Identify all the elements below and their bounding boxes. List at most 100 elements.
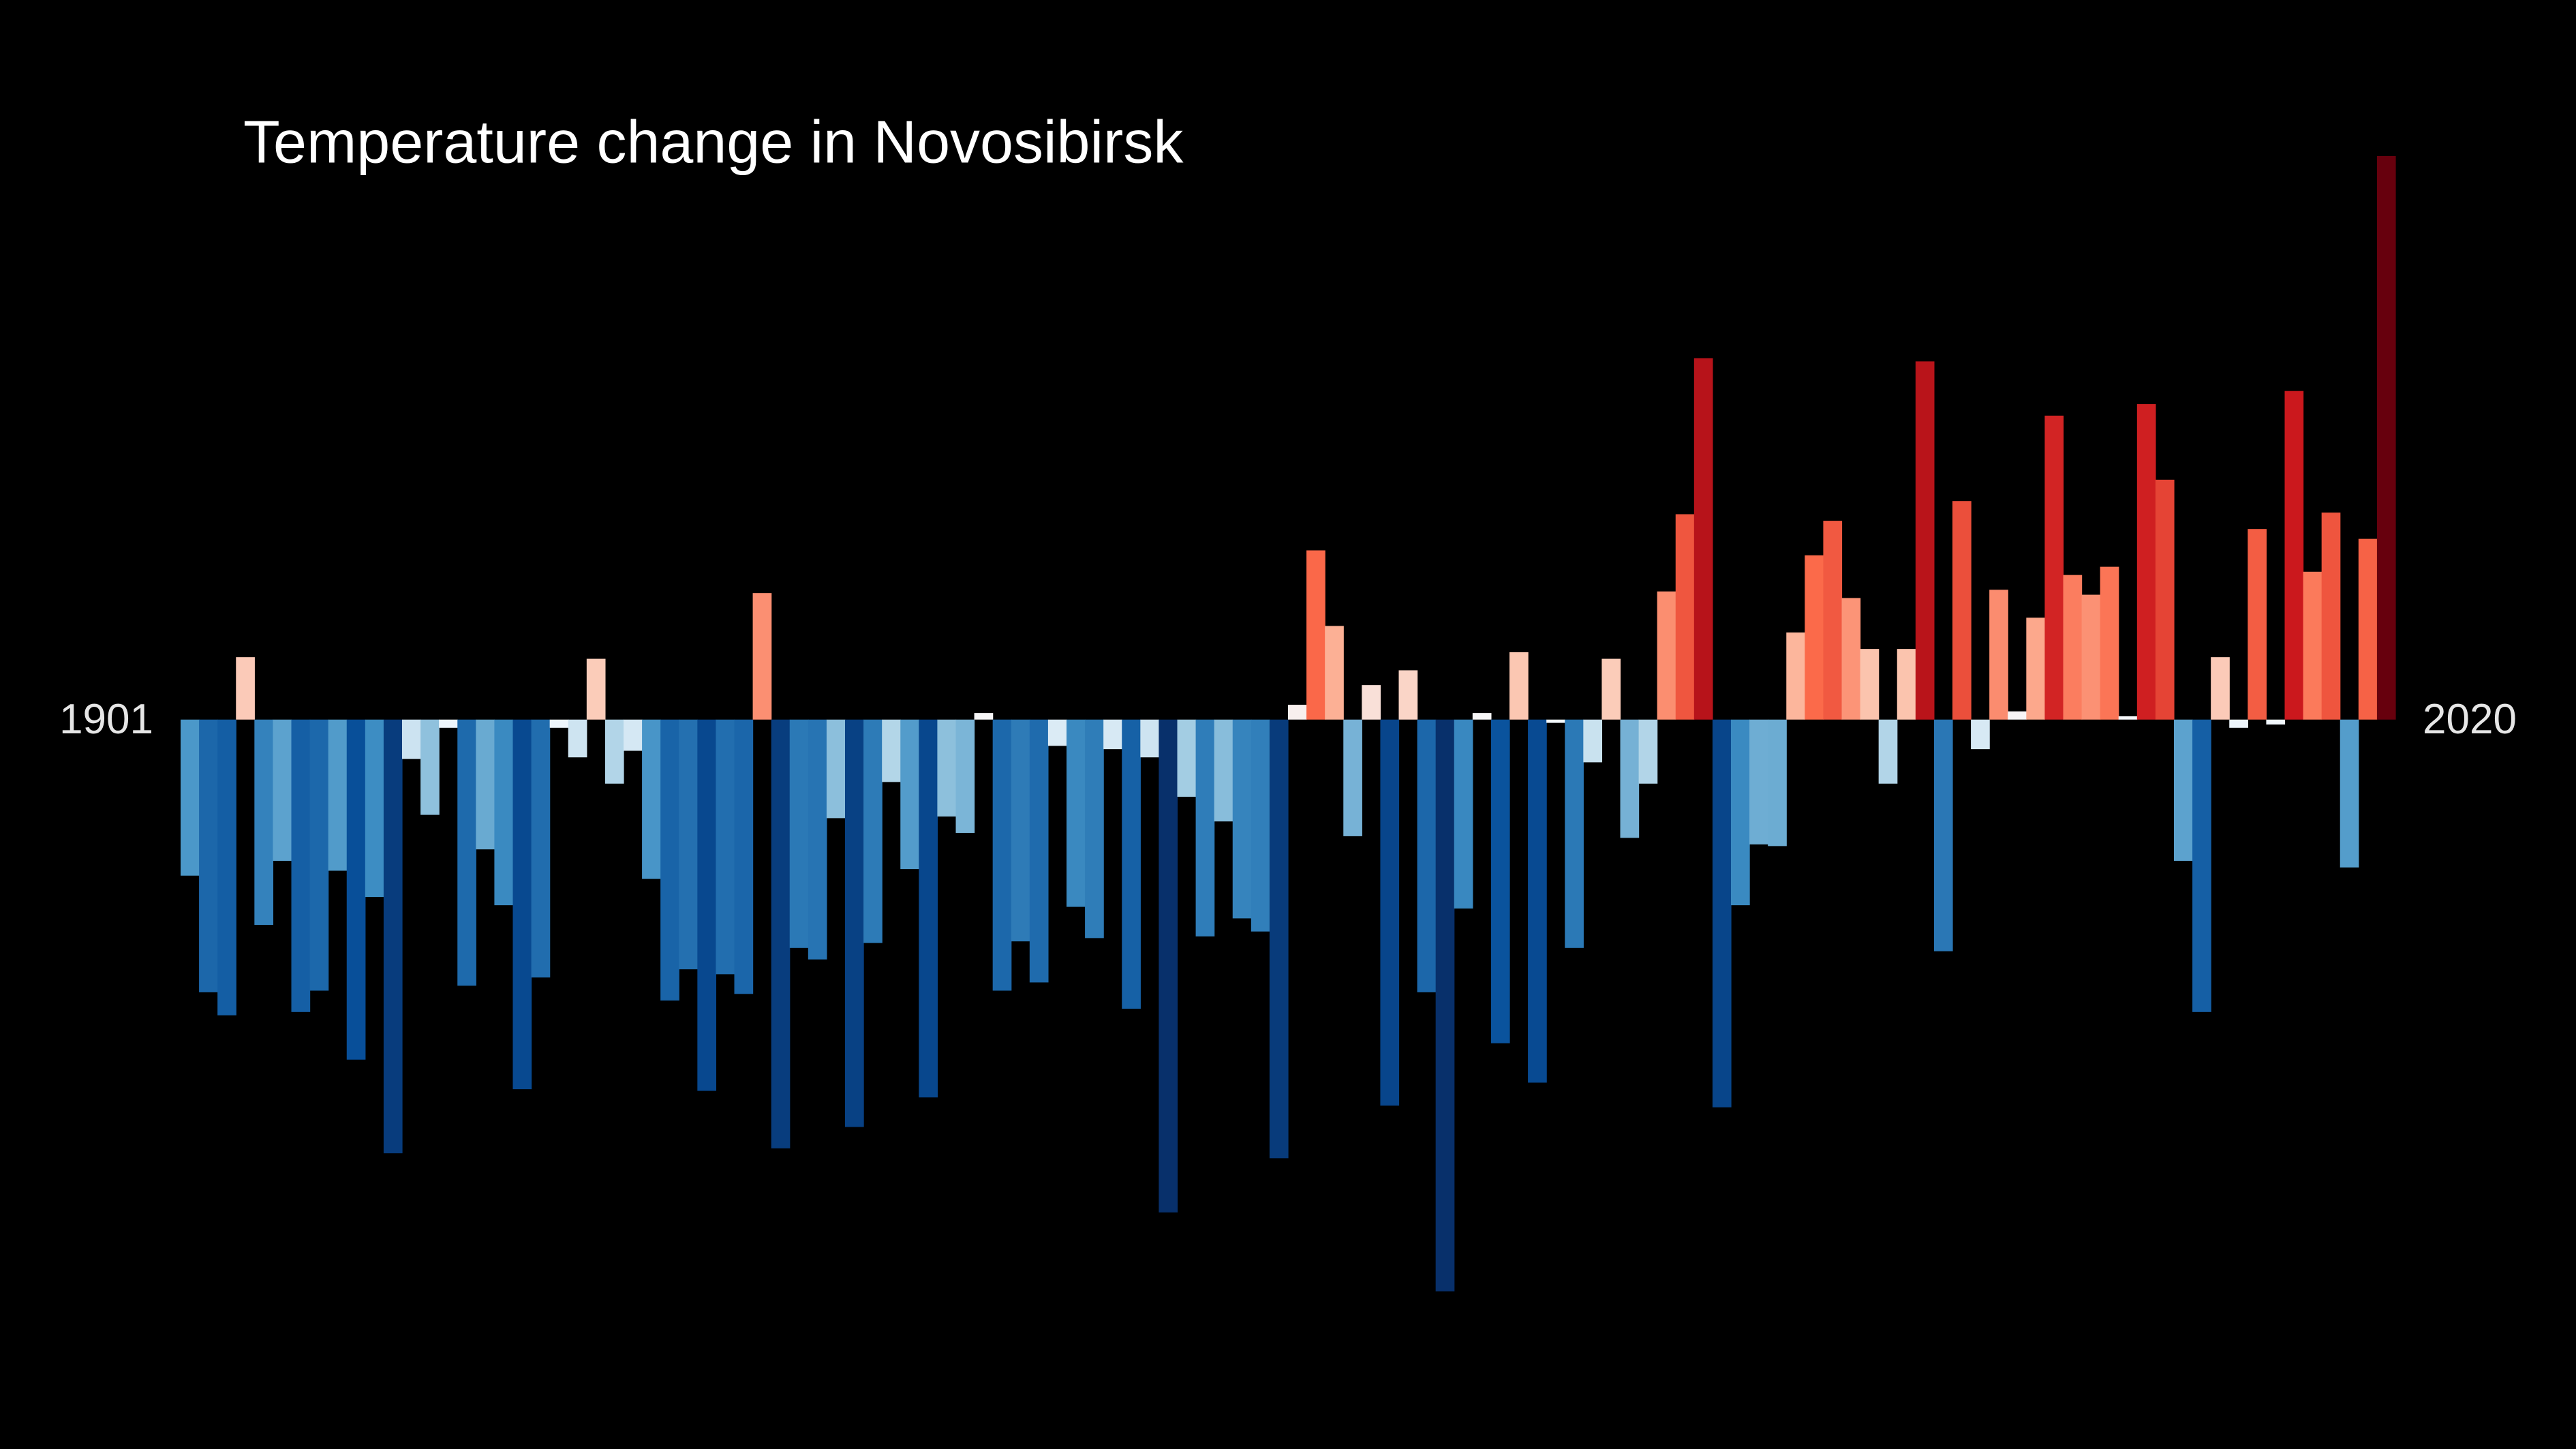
bar [845, 719, 864, 1127]
bar [1860, 649, 1880, 720]
bar [2063, 575, 2083, 720]
bar [992, 719, 1012, 991]
bar [2303, 571, 2322, 720]
bar [199, 719, 218, 992]
bar [476, 719, 495, 850]
bar [254, 719, 274, 926]
bar [1841, 598, 1861, 720]
bar [291, 719, 311, 1012]
bar [679, 719, 698, 970]
bar [1195, 719, 1215, 936]
bar [1528, 719, 1547, 1083]
bar [1693, 358, 1713, 720]
bar [1047, 719, 1067, 746]
bar [882, 719, 901, 782]
bar [697, 719, 717, 1091]
bar [716, 719, 735, 975]
bar [1122, 719, 1141, 1009]
bar [1325, 626, 1344, 720]
bar [346, 719, 366, 1060]
bar [2100, 566, 2119, 720]
year-label: 2020 [2423, 696, 2517, 743]
bar [1915, 361, 1935, 720]
bar [2174, 719, 2193, 861]
year-label: 1901 [59, 696, 153, 743]
bar [1269, 719, 1289, 1159]
bar [1472, 713, 1492, 720]
bar [789, 719, 809, 948]
bar [1177, 719, 1197, 797]
bar [2136, 403, 2156, 720]
bar [2248, 529, 2267, 720]
bar [1620, 719, 1640, 838]
bar [2044, 415, 2064, 720]
bar [2192, 719, 2211, 1012]
bar [900, 719, 919, 870]
bar [181, 719, 200, 876]
bar [2026, 617, 2046, 720]
bar [2118, 716, 2138, 720]
bar [1509, 652, 1529, 720]
bar [457, 719, 476, 986]
bar [1971, 719, 1990, 750]
bar [2008, 711, 2027, 720]
bar [1952, 501, 1972, 720]
bar [2340, 719, 2359, 868]
bar [2376, 155, 2396, 720]
bar [826, 719, 846, 819]
bar [937, 719, 957, 817]
bar [1417, 719, 1437, 992]
bar [1675, 514, 1695, 720]
bar [2266, 719, 2286, 724]
bar [2358, 538, 2378, 720]
bar [1933, 719, 1953, 951]
bar [2321, 513, 2341, 720]
bar [1232, 719, 1252, 919]
bar [863, 719, 883, 943]
bar [1159, 719, 1178, 1212]
bar [974, 713, 994, 720]
bar [1786, 632, 1805, 720]
bar [1362, 685, 1381, 720]
bar [955, 719, 975, 834]
bar [586, 658, 606, 720]
bar [365, 719, 384, 898]
bar [771, 719, 791, 1148]
bar [1380, 719, 1400, 1106]
bar [1565, 719, 1584, 948]
bar [1398, 670, 1418, 720]
bar [624, 719, 643, 751]
bar [1897, 649, 1916, 720]
bar [1343, 719, 1362, 836]
bar [1011, 719, 1030, 942]
bar [1251, 719, 1270, 932]
bar [1067, 719, 1086, 907]
bar [217, 719, 236, 1016]
bar [1490, 719, 1510, 1043]
bar [309, 719, 329, 991]
bar [1731, 719, 1750, 906]
bar [2229, 719, 2248, 728]
bar [420, 719, 440, 815]
bar [2211, 657, 2230, 720]
bar [734, 719, 754, 994]
bar [1140, 719, 1160, 758]
bar [531, 719, 551, 978]
bar [642, 719, 661, 879]
bar [2284, 391, 2304, 720]
bar [383, 719, 403, 1154]
bar [808, 719, 827, 960]
bar [660, 719, 679, 1001]
bar [439, 719, 458, 728]
bar [1085, 719, 1104, 939]
bar [1638, 719, 1658, 784]
bar [752, 593, 772, 720]
bar [1103, 719, 1122, 750]
bar [919, 719, 938, 1098]
bar [2081, 594, 2101, 720]
bar [2155, 479, 2175, 720]
bar [1712, 719, 1732, 1108]
bar [1435, 719, 1455, 1292]
